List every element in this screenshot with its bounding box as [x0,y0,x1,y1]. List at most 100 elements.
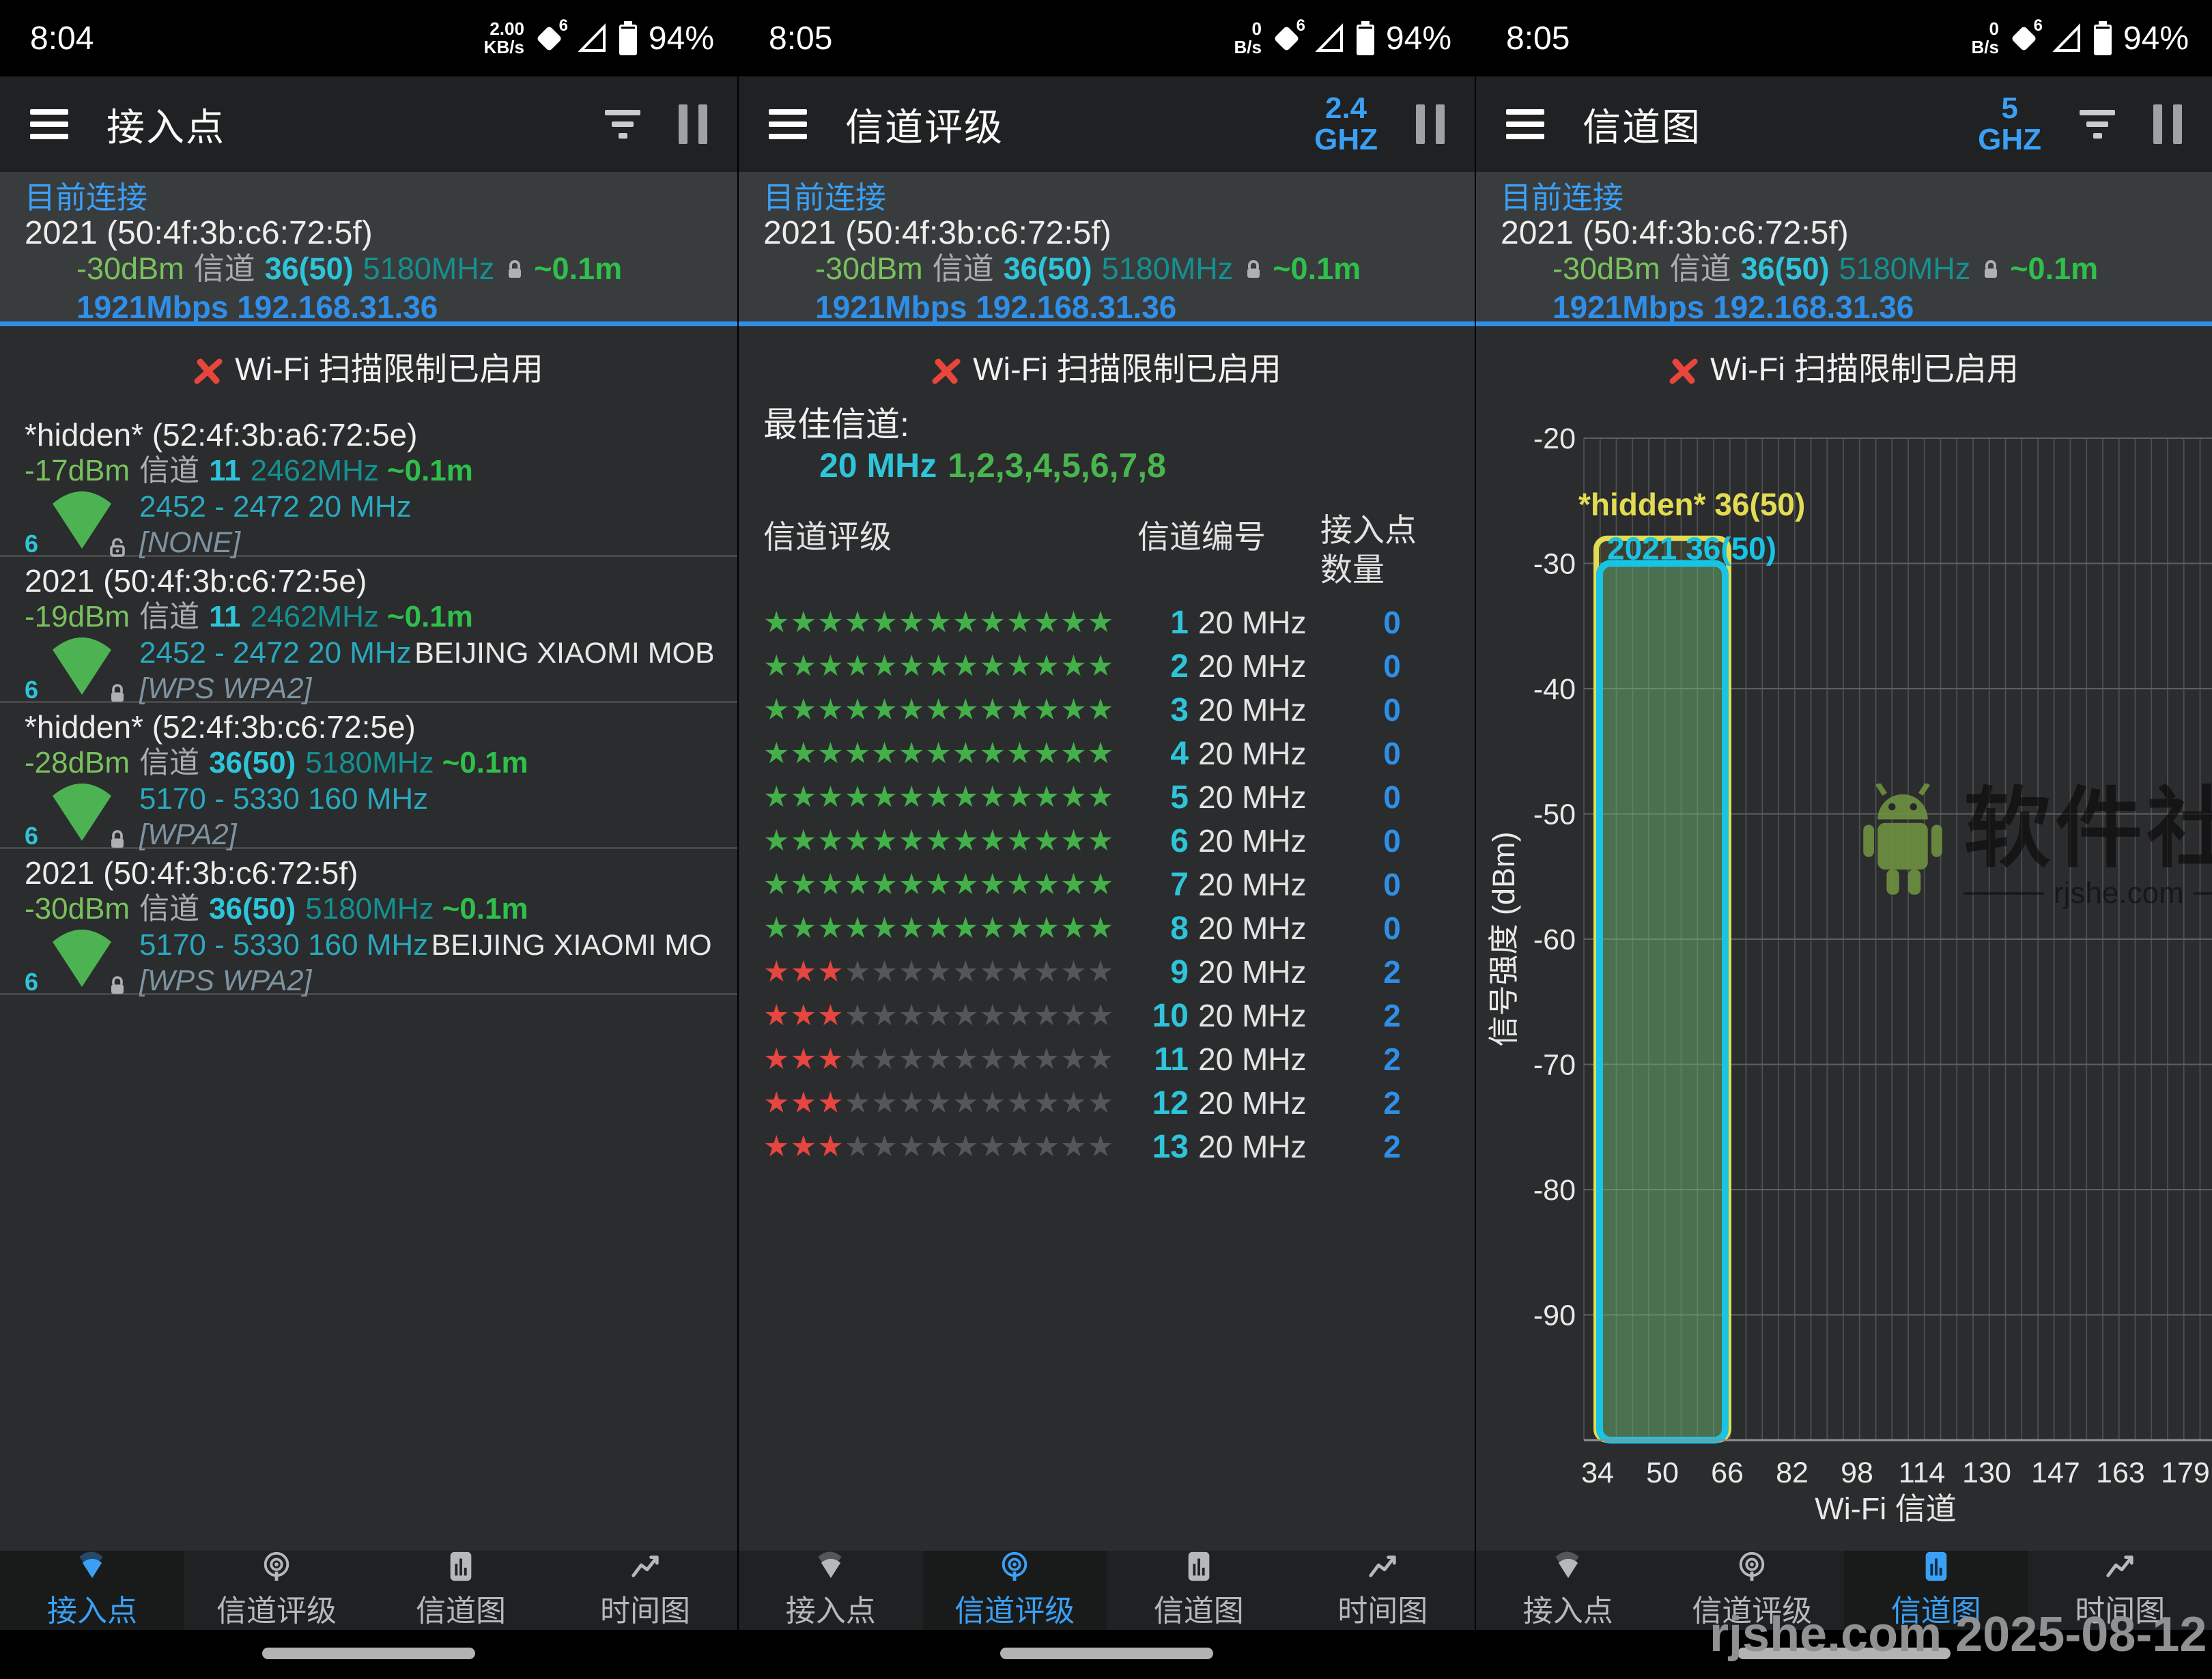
band-switch[interactable]: 5 GHZ [1978,91,2041,156]
battery-percent: 94% [1385,20,1451,57]
gesture-pill[interactable] [1738,1648,1951,1659]
scan-restriction-warning: Wi-Fi 扫描限制已启用 [0,343,737,390]
tab-channel-graph[interactable]: 信道图 [369,1551,553,1630]
tab-access-points[interactable]: 接入点 [0,1551,184,1630]
watermark-brand: 软件社 [1963,780,2212,878]
bottom-nav: 接入点 信道评级 信道图 时间图 [739,1551,1475,1630]
gesture-bar [0,1630,737,1679]
star-rating: ★★★★★★★★★★★★★ [763,736,1115,770]
lock-icon [502,254,527,289]
svg-text:2021 36(50): 2021 36(50) [1607,531,1776,566]
svg-text:*hidden* 36(50): *hidden* 36(50) [1578,487,1805,522]
gesture-bar [739,1630,1475,1679]
network-speed: 2.00 KB/s [483,18,524,57]
lock-icon [1241,254,1266,289]
lock-icon [111,976,124,994]
battery-icon [2093,21,2112,55]
clock: 8:05 [1506,20,1570,57]
connection-ssid: 2021 (50:4f:3b:c6:72:5f) [763,215,1111,251]
connection-detail: -30dBm 信道 36(50) 5180MHz ~0.1m [763,251,1475,289]
ap-list-item[interactable]: 2021 (50:4f:3b:c6:72:5f) -30dBm 信道 36(50) 5… [0,849,737,997]
access-point-list: *hidden* (52:4f:3b:a6:72:5e) -17dBm 信道 11 2… [0,411,737,997]
current-connection-card[interactable]: 目前连接 2021 (50:4f:3b:c6:72:5f) -30dBm 信道 36… [0,172,737,326]
wifi-signal-icon [53,637,111,695]
filter-icon[interactable] [2080,110,2115,139]
pause-icon[interactable] [1416,104,1445,144]
gesture-pill[interactable] [1000,1648,1213,1659]
band-badge: 6 [25,676,39,704]
signal-triangle-icon [578,23,606,52]
star-rating: ★★★★★★★★★★★★★ [763,999,1115,1032]
star-rating: ★★★★★★★★★★★★★ [763,824,1115,857]
rating-row: ★★★★★★★★★★★★★ 3 20 MHz 0 [763,691,1401,728]
scan-restriction-warning: Wi-Fi 扫描限制已启用 [1476,343,2212,390]
connection-link: 1921Mbps 192.168.31.36 [1552,289,1914,325]
wifi-signal-icon [53,784,111,841]
status-bar: 8:04 2.00 KB/s 6 94% [0,0,737,76]
connection-link: 1921Mbps 192.168.31.36 [815,289,1177,325]
page-title: 接入点 [107,105,225,149]
time-graph-tab-icon [632,1555,659,1577]
tab-channel-rating[interactable]: 信道评级 [184,1551,369,1630]
star-rating: ★★★★★★★★★★★★★ [763,605,1115,639]
tab-access-points[interactable]: 接入点 [1476,1551,1660,1630]
menu-icon[interactable] [1506,109,1544,139]
rating-row: ★★★★★★★★★★★★★ 2 20 MHz 0 [763,648,1401,685]
svg-text:-80: -80 [1533,1174,1576,1207]
gesture-pill[interactable] [262,1648,475,1659]
star-rating: ★★★★★★★★★★★★★ [763,780,1115,814]
tab-time-graph[interactable]: 时间图 [2028,1551,2212,1630]
menu-icon[interactable] [769,109,807,139]
network-speed: 0 B/s [1234,18,1262,57]
ap-list-item[interactable]: *hidden* (52:4f:3b:c6:72:5e) -28dBm 信道 36(… [0,703,737,851]
tab-channel-rating[interactable]: 信道评级 [1660,1551,1845,1630]
star-rating: ★★★★★★★★★★★★★ [763,693,1115,726]
star-rating: ★★★★★★★★★★★★★ [763,1130,1115,1163]
x-axis-title: Wi-Fi 信道 [1815,1491,1956,1526]
tab-access-points[interactable]: 接入点 [739,1551,923,1630]
rating-table-header: 信道评级 信道编号 接入点 数量 [763,512,1417,588]
star-rating: ★★★★★★★★★★★★★ [763,911,1115,945]
filter-icon[interactable] [605,110,640,139]
android-logo [1863,784,1942,895]
wifi-tab-icon [1555,1551,1579,1579]
wifi-tab-icon [79,1551,103,1579]
pause-icon[interactable] [679,104,707,144]
tab-time-graph[interactable]: 时间图 [553,1551,737,1630]
time-graph-tab-icon [2106,1555,2133,1577]
menu-icon[interactable] [30,109,68,139]
network-speed: 0 B/s [1971,18,1999,57]
tab-channel-rating[interactable]: 信道评级 [922,1551,1107,1630]
channel-rating-tab-icon [1740,1551,1765,1581]
channel-graph-tab-icon [450,1551,472,1581]
rating-row: ★★★★★★★★★★★★★ 12 20 MHz 2 [763,1085,1401,1121]
battery-icon [1356,21,1375,55]
pause-icon[interactable] [2153,104,2182,144]
ap-list-item[interactable]: *hidden* (52:4f:3b:a6:72:5e) -17dBm 信道 11 2… [0,411,737,559]
app-bar: 接入点 [0,76,737,172]
channel-graph-chart[interactable]: 34 50 66 82 98 114 130 147 163 179 -20 -30 -40 -50 -6… [1476,382,2212,1542]
watermark: 软件社 rjshe.com [1860,780,2212,910]
svg-text:147: 147 [2031,1456,2080,1489]
tab-channel-graph[interactable]: 信道图 [1107,1551,1291,1630]
channel-graph-tab-icon [1925,1551,1947,1581]
svg-text:-40: -40 [1533,673,1576,706]
error-x-icon [194,358,223,384]
watermark-site: rjshe.com [1963,876,2212,910]
current-connection-card[interactable]: 目前连接 2021 (50:4f:3b:c6:72:5f) -30dBm 信道 36… [1476,172,2212,326]
star-rating: ★★★★★★★★★★★★★ [763,649,1115,683]
clock: 8:05 [769,20,833,57]
rating-row: ★★★★★★★★★★★★★ 1 20 MHz 0 [763,604,1401,641]
star-rating: ★★★★★★★★★★★★★ [763,955,1115,988]
ap-list-item[interactable]: 2021 (50:4f:3b:c6:72:5e) -19dBm 信道 11 2462M… [0,557,737,705]
svg-text:66: 66 [1711,1456,1744,1489]
rating-row: ★★★★★★★★★★★★★ 13 20 MHz 2 [763,1128,1401,1165]
tab-channel-graph[interactable]: 信道图 [1844,1551,2028,1630]
connection-label: 目前连接 [25,180,148,215]
tab-time-graph[interactable]: 时间图 [1291,1551,1475,1630]
band-badge: 6 [25,968,39,996]
current-connection-card[interactable]: 目前连接 2021 (50:4f:3b:c6:72:5f) -30dBm 信道 36… [739,172,1475,326]
watermark-footer: rjshe.com 2025-08-12 [1710,1607,2207,1662]
band-switch[interactable]: 2.4 GHZ [1314,91,1378,156]
best-channels: 最佳信道: 20 MHz 1,2,3,4,5,6,7,8 [763,405,1166,485]
